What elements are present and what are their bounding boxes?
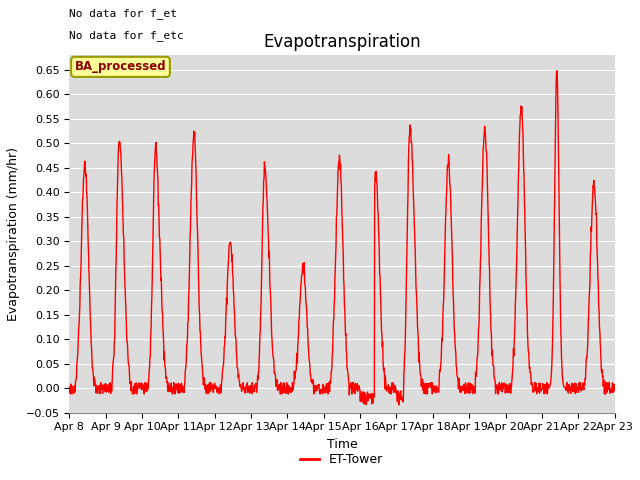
Title: Evapotranspiration: Evapotranspiration [263, 33, 420, 51]
Text: No data for f_et: No data for f_et [69, 9, 177, 19]
Text: No data for f_etc: No data for f_etc [69, 30, 184, 41]
Text: BA_processed: BA_processed [75, 60, 166, 73]
Y-axis label: Evapotranspiration (mm/hr): Evapotranspiration (mm/hr) [7, 147, 20, 321]
X-axis label: Time: Time [326, 438, 357, 451]
Legend: ET-Tower: ET-Tower [296, 448, 388, 471]
